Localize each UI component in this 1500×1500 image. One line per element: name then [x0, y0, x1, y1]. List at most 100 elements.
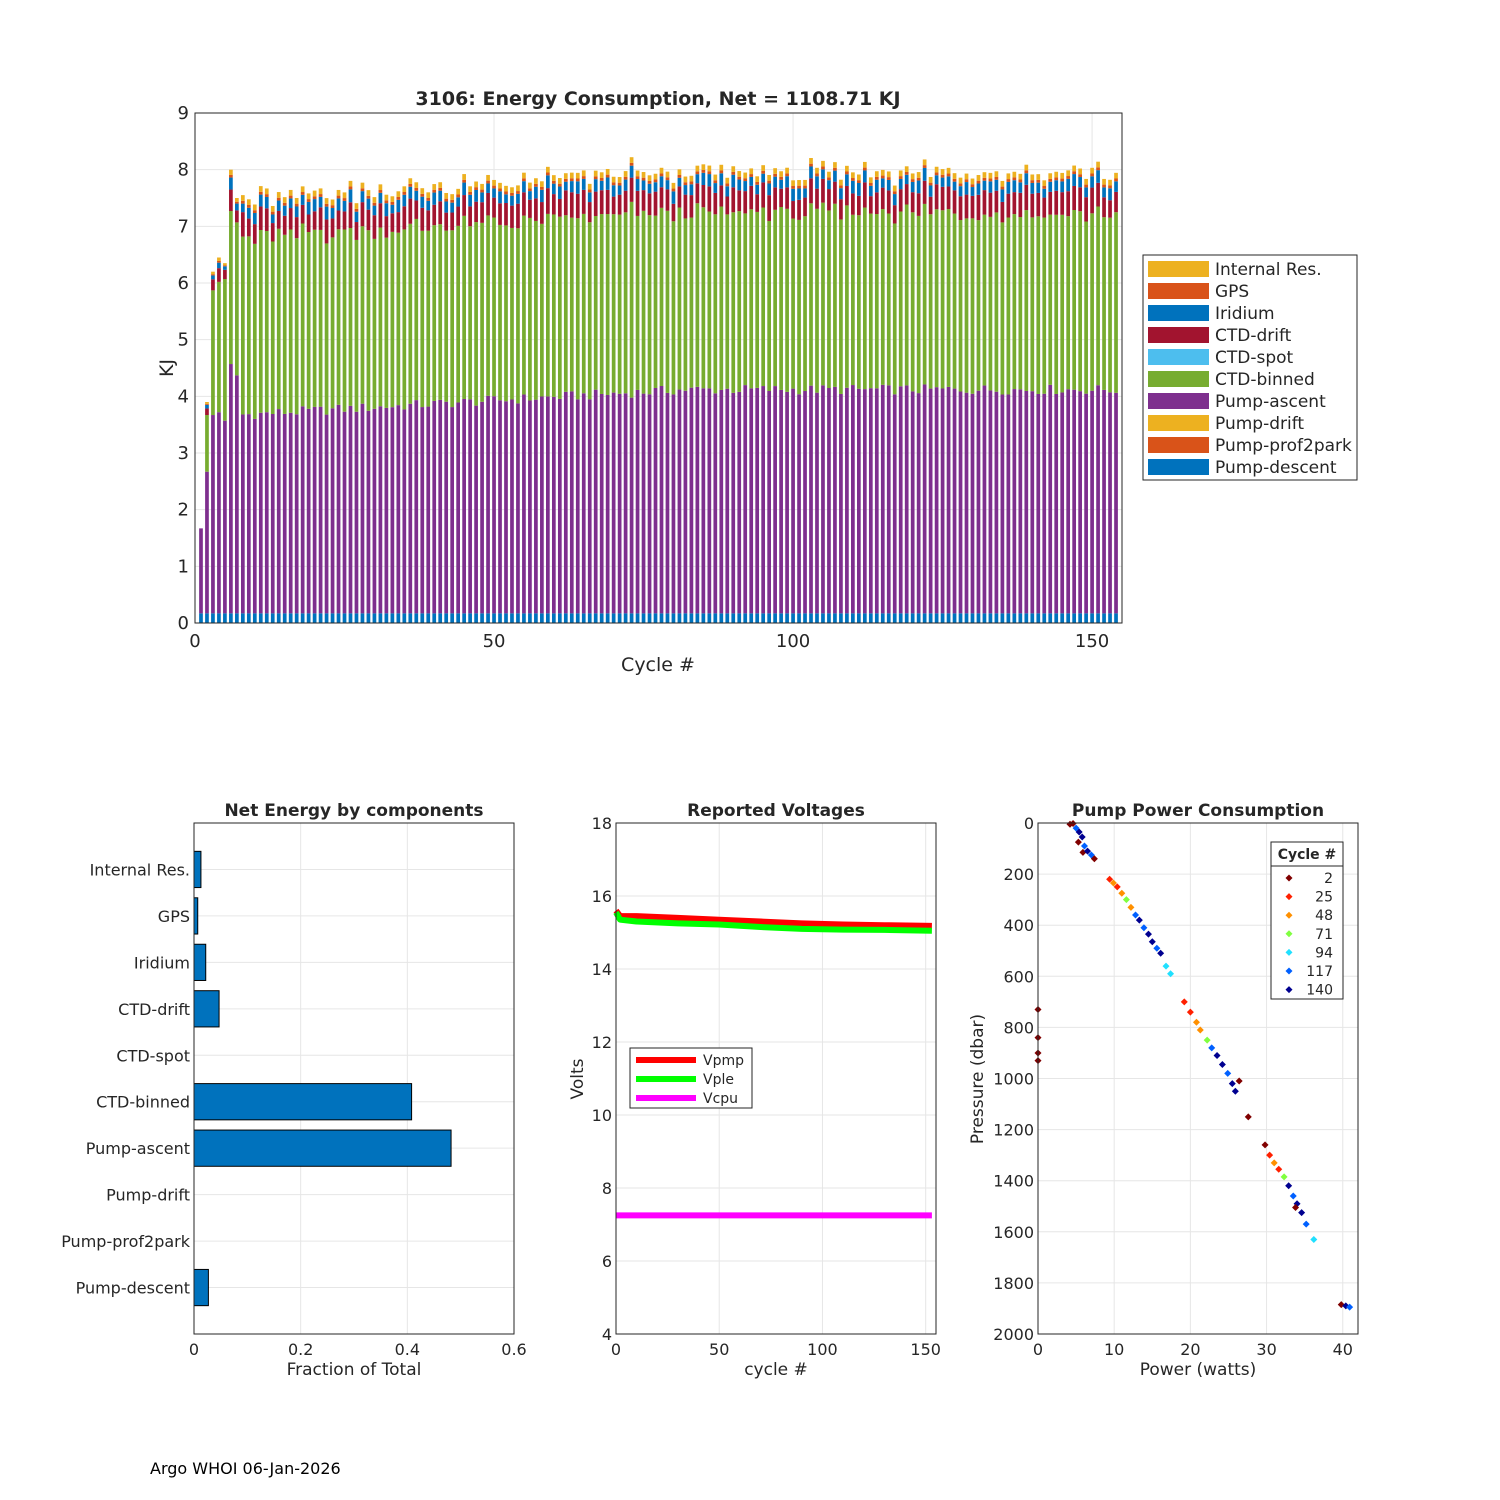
bar-segment: [821, 385, 825, 614]
bar-segment: [1090, 390, 1094, 614]
bar-segment: [874, 171, 879, 177]
bar-segment: [647, 193, 652, 216]
bar-segment: [755, 194, 760, 212]
bar-segment: [827, 177, 831, 181]
bar-segment: [372, 205, 377, 216]
bar-segment: [474, 201, 478, 223]
bar-segment: [857, 195, 861, 216]
bar-segment: [599, 172, 604, 178]
series-line-vple: [613, 910, 932, 934]
bar-segment: [1072, 613, 1077, 623]
bar-segment: [605, 613, 610, 623]
bar-segment: [779, 389, 783, 614]
category-label: Internal Res.: [90, 860, 190, 879]
bar-segment: [904, 385, 909, 614]
bar-segment: [785, 176, 789, 188]
bar-segment: [252, 418, 257, 614]
bar-segment: [456, 402, 460, 614]
bar-segment: [396, 191, 401, 197]
bar-segment: [414, 200, 419, 219]
bar-segment: [426, 197, 431, 201]
bar-segment: [791, 388, 795, 614]
bar-segment: [312, 196, 317, 200]
bar-segment: [336, 613, 341, 623]
y-tick-label: 8: [178, 160, 189, 181]
bar-segment: [719, 206, 724, 390]
bar-segment: [336, 198, 341, 211]
bar-segment: [743, 191, 748, 214]
bar-segment: [833, 167, 837, 171]
legend-label: 140: [1306, 983, 1333, 999]
bar-segment: [414, 400, 419, 614]
bar-segment: [743, 178, 748, 182]
legend-label: 117: [1306, 964, 1333, 980]
bar-segment: [928, 214, 933, 389]
bar-segment: [803, 216, 807, 392]
bar-segment: [348, 613, 353, 623]
bar-segment: [994, 176, 999, 180]
bar-segment: [653, 613, 658, 623]
legend-label: Iridium: [1215, 304, 1275, 324]
bar-segment: [916, 393, 921, 614]
bar-segment: [1096, 170, 1100, 183]
bar-segment: [1054, 613, 1059, 623]
bar-segment: [922, 165, 927, 168]
bar-segment: [647, 183, 652, 194]
x-tick-label: 0: [189, 1340, 199, 1359]
bar-segment: [282, 197, 287, 203]
bar-segment: [575, 613, 580, 623]
bar-segment: [665, 392, 670, 614]
bar-segment: [1060, 392, 1065, 614]
bar-segment: [480, 189, 484, 193]
legend-swatch: [1148, 437, 1209, 453]
bar-segment: [516, 191, 520, 194]
bar-segment: [360, 182, 365, 189]
bar-segment: [414, 218, 419, 401]
data-point: [1109, 879, 1117, 887]
bar-segment: [958, 391, 963, 614]
bar-segment: [563, 173, 568, 179]
bar-segment: [306, 214, 311, 232]
bar-segment: [1090, 176, 1094, 188]
bar-segment: [892, 205, 897, 224]
bar-segment: [994, 171, 999, 177]
bar-segment: [1108, 188, 1112, 201]
bar-segment: [372, 197, 377, 203]
data-point: [1310, 1235, 1318, 1243]
bar-segment: [767, 613, 771, 623]
bar-segment: [725, 186, 730, 197]
y-tick-label: 1600: [993, 1223, 1034, 1242]
bar-segment: [294, 217, 299, 239]
bar-segment: [880, 187, 885, 210]
bar-segment: [689, 184, 694, 196]
bar-segment: [492, 197, 496, 218]
bar-segment: [964, 392, 969, 614]
bar-segment: [510, 187, 514, 193]
bar-segment: [635, 215, 640, 390]
bar-segment: [767, 183, 771, 196]
bar-segment: [725, 214, 730, 389]
bar-segment: [611, 392, 616, 614]
bar-segment: [587, 183, 592, 190]
bar-segment: [611, 182, 616, 186]
bar-segment: [821, 202, 825, 386]
bar-segment: [773, 176, 777, 188]
bar-segment: [235, 201, 239, 204]
bar-segment: [922, 613, 927, 623]
bar-segment: [635, 179, 640, 191]
bar-segment: [1042, 217, 1047, 394]
bar-segment: [288, 195, 293, 199]
data-point: [1144, 930, 1152, 938]
bar-segment: [1006, 217, 1011, 395]
data-point: [1298, 1209, 1306, 1217]
bar-segment: [701, 207, 706, 389]
bar-segment: [1048, 181, 1053, 192]
bar-segment: [1012, 171, 1017, 178]
y-axis-label: Volts: [568, 1058, 588, 1099]
bar-segment: [593, 179, 598, 192]
bar-segment: [689, 195, 694, 218]
bar-segment: [522, 613, 526, 623]
bar-segment: [964, 182, 969, 195]
bar-segment: [821, 178, 825, 203]
bar-segment: [647, 215, 652, 395]
